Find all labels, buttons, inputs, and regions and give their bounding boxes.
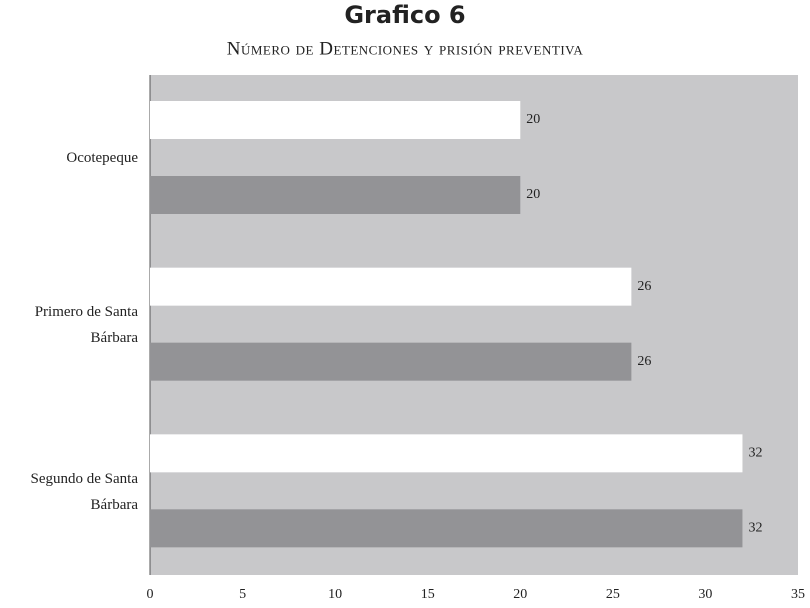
bar — [150, 101, 521, 139]
x-tick-label: 15 — [421, 587, 435, 602]
bar — [150, 176, 521, 214]
x-tick-label: 10 — [328, 587, 342, 602]
x-tick-label: 30 — [698, 587, 712, 602]
bar — [150, 509, 743, 548]
y-tick-label: Ocotepeque — [66, 150, 138, 167]
x-tick-label: 5 — [239, 587, 246, 602]
plot-area — [150, 75, 798, 575]
value-label: 32 — [748, 521, 762, 536]
value-label: 26 — [637, 354, 651, 369]
bar — [150, 267, 632, 306]
value-label: 26 — [637, 279, 651, 294]
value-label: 20 — [526, 187, 540, 202]
x-tick-label: 20 — [513, 587, 527, 602]
bar — [150, 434, 743, 473]
chart-title: Grafico 6 — [344, 1, 465, 29]
value-label: 20 — [526, 112, 540, 127]
y-tick-label: Primero de Santa Bárbara — [34, 304, 138, 346]
x-tick-label: 35 — [791, 587, 805, 602]
x-tick-label: 0 — [147, 587, 154, 602]
x-tick-label: 25 — [606, 587, 620, 602]
y-tick-label: Segundo de Santa Bárbara — [30, 470, 138, 513]
bar — [150, 342, 632, 381]
value-label: 32 — [748, 446, 762, 461]
chart-subtitle: Número de Detenciones y prisión preventi… — [227, 38, 584, 59]
